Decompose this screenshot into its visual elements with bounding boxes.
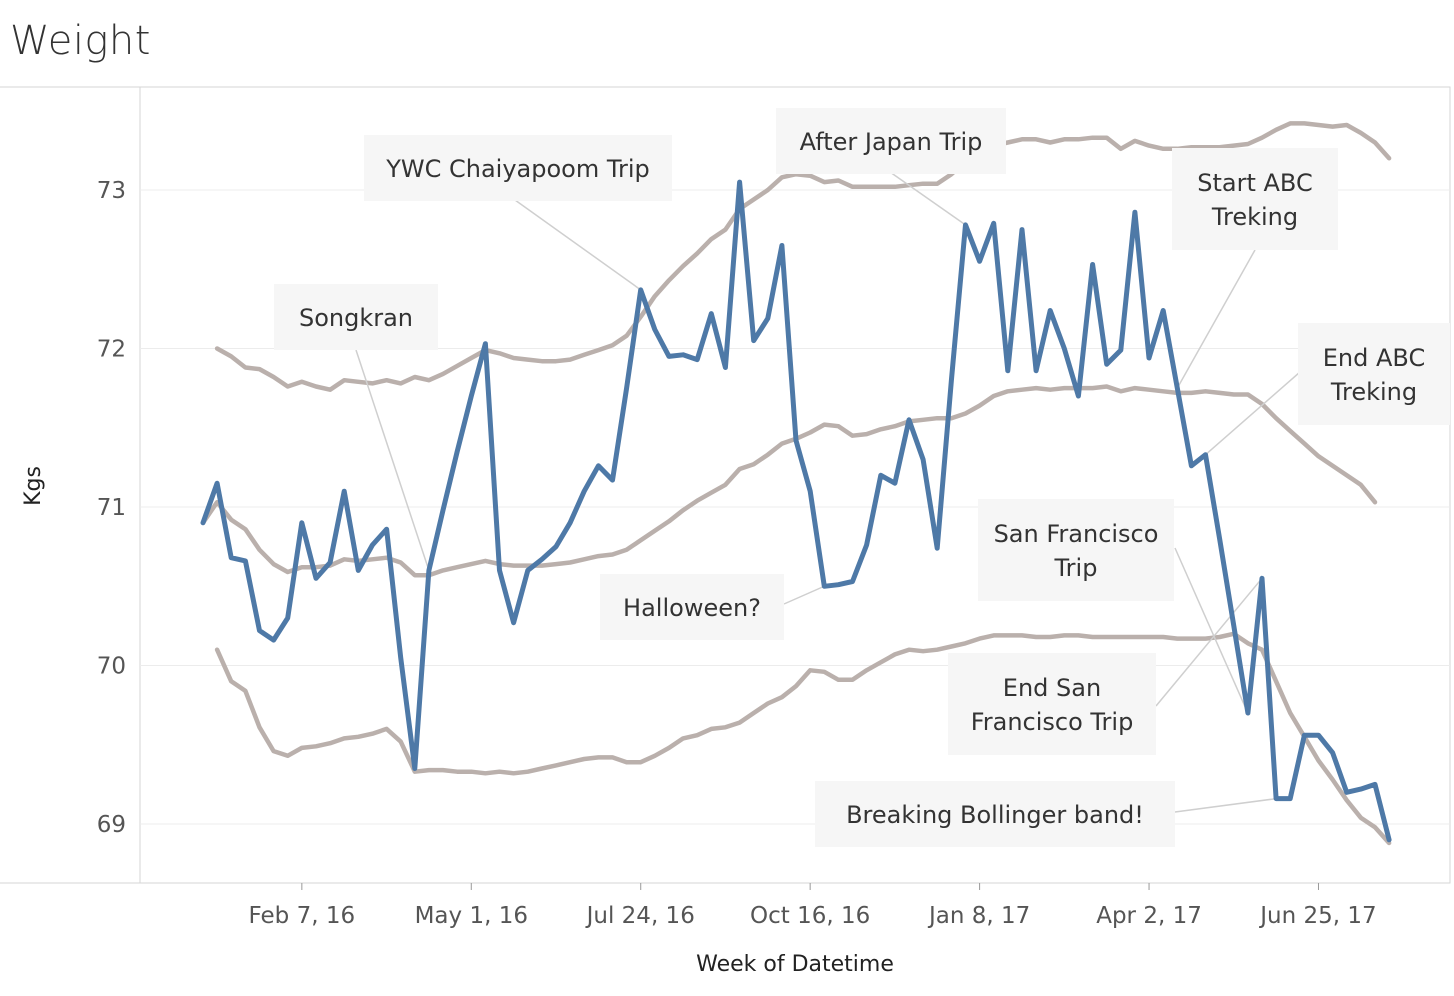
- upper-band-line: [214, 121, 1392, 392]
- annotation-leader: [1176, 249, 1256, 389]
- annotation-label: Breaking Bollinger band!: [846, 801, 1144, 829]
- annotation-leader: [514, 199, 642, 291]
- annotation-label: Songkran: [299, 304, 413, 332]
- annotation-label: Treking: [1211, 203, 1298, 231]
- annotation-box: [815, 781, 1175, 847]
- annotation-box: [600, 574, 784, 640]
- annotation-label: YWC Chaiyapoom Trip: [385, 155, 650, 183]
- y-tick-label: 72: [97, 337, 126, 363]
- annotation-label: End San: [1003, 674, 1101, 702]
- annotation-box: [1298, 323, 1450, 425]
- x-tick-label: May 1, 16: [415, 903, 528, 929]
- y-tick-label: 71: [97, 495, 126, 521]
- annotation-leader: [783, 585, 825, 605]
- moving-average-line: [200, 384, 1378, 578]
- annotation-label: Trip: [1054, 554, 1098, 582]
- annotation-leader: [1174, 797, 1277, 813]
- annotation-label: San Francisco: [994, 520, 1159, 548]
- annotation-box: [274, 284, 438, 350]
- annotation-label: After Japan Trip: [800, 128, 983, 156]
- annotation-leader: [1155, 577, 1263, 707]
- annotation-box: [978, 499, 1174, 601]
- y-tick-label: 69: [97, 812, 126, 838]
- x-tick-label: Jan 8, 17: [927, 903, 1030, 929]
- annotation-box: [948, 653, 1156, 755]
- annotation-label: Francisco Trip: [971, 708, 1134, 736]
- y-tick-label: 70: [97, 654, 126, 680]
- x-tick-label: Apr 2, 17: [1096, 903, 1202, 929]
- x-tick-label: Feb 7, 16: [249, 903, 356, 929]
- x-axis-title: Week of Datetime: [696, 952, 894, 977]
- weight-line: [200, 179, 1392, 843]
- annotation-leader: [889, 171, 966, 226]
- annotation-label: End ABC: [1323, 344, 1425, 372]
- annotation-leader: [355, 349, 430, 571]
- annotation-label: Treking: [1330, 378, 1417, 406]
- annotation-box: [776, 108, 1006, 174]
- annotation-leader: [1205, 371, 1301, 456]
- plot-area: [139, 86, 1451, 884]
- annotation-box: [364, 135, 672, 201]
- chart-title: Weight: [10, 18, 151, 64]
- annotation-box: [1172, 148, 1338, 250]
- annotation-leader: [1174, 547, 1249, 714]
- x-tick-label: Jul 24, 16: [585, 903, 695, 929]
- annotation-label: Halloween?: [623, 594, 761, 622]
- y-axis-title: Kgs: [21, 466, 46, 506]
- y-tick-label: 73: [97, 178, 126, 204]
- x-tick-label: Jun 25, 17: [1258, 903, 1376, 929]
- x-tick-label: Oct 16, 16: [750, 903, 870, 929]
- annotation-label: Start ABC: [1197, 169, 1312, 197]
